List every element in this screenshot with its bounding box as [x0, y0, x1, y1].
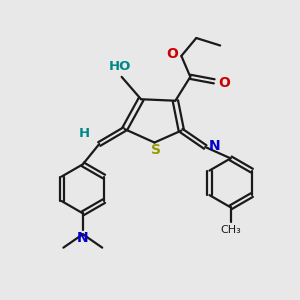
Text: O: O [218, 76, 230, 90]
Text: HO: HO [109, 60, 131, 73]
Text: S: S [151, 143, 161, 157]
Text: CH₃: CH₃ [220, 225, 241, 235]
Text: H: H [79, 127, 90, 140]
Text: O: O [166, 47, 178, 61]
Text: N: N [77, 231, 88, 245]
Text: N: N [209, 139, 220, 152]
